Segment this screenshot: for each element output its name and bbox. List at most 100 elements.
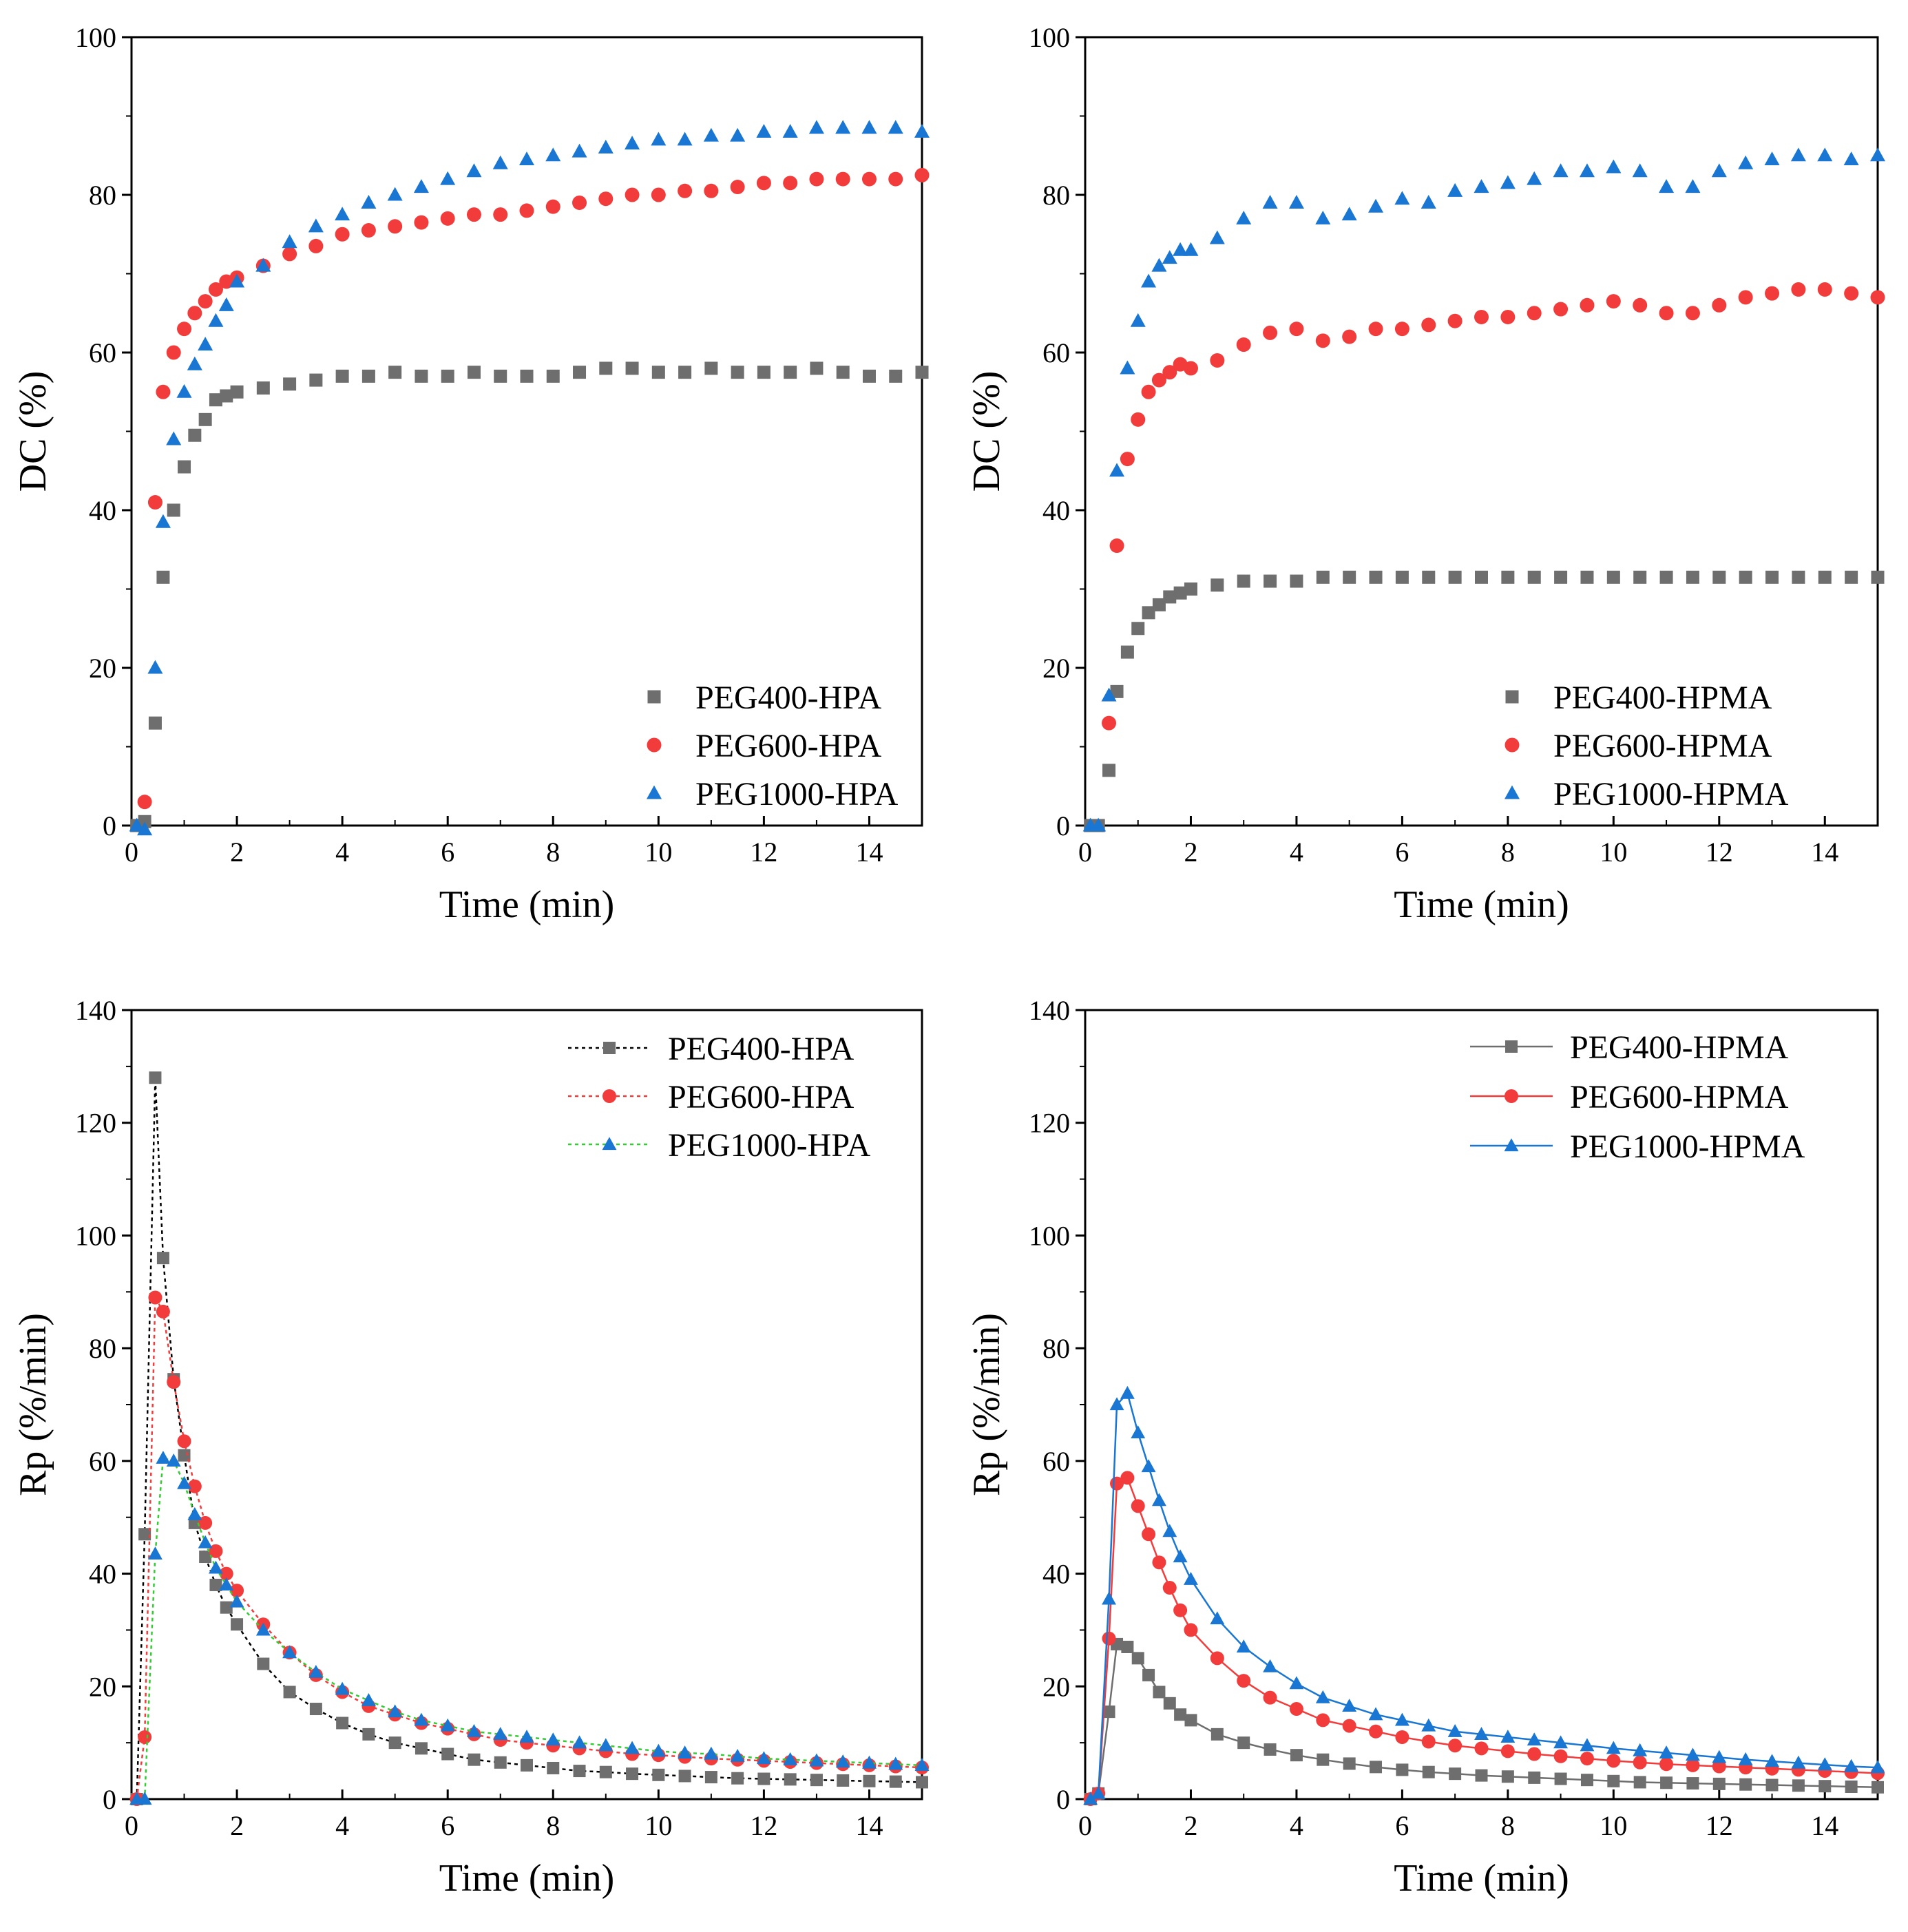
y-tick-label: 0 xyxy=(1056,810,1070,841)
data-point xyxy=(256,381,270,395)
data-point xyxy=(176,384,192,398)
data-point xyxy=(1527,171,1542,185)
y-tick-label: 80 xyxy=(89,1333,116,1364)
data-point xyxy=(156,570,170,584)
data-point xyxy=(1342,329,1357,344)
data-point xyxy=(335,227,350,242)
x-tick-label: 0 xyxy=(1078,837,1092,868)
data-point xyxy=(1173,1549,1188,1563)
data-point xyxy=(703,127,719,142)
x-tick-label: 8 xyxy=(1501,1810,1515,1841)
data-point xyxy=(147,660,163,674)
data-point xyxy=(1083,1792,1098,1805)
data-point xyxy=(730,127,746,142)
y-tick-label: 20 xyxy=(1042,653,1070,684)
data-point xyxy=(1152,1555,1166,1570)
y-axis-title: DC (%) xyxy=(12,371,54,492)
y-tick-label: 40 xyxy=(1042,495,1070,526)
data-point xyxy=(1237,1674,1251,1688)
y-tick-label: 40 xyxy=(1042,1559,1070,1590)
data-point xyxy=(598,1738,614,1752)
data-point xyxy=(914,1758,930,1771)
data-point xyxy=(1130,313,1146,327)
data-point xyxy=(757,1772,770,1785)
x-tick-label: 2 xyxy=(1184,837,1197,868)
data-point xyxy=(1553,1735,1569,1749)
legend-label: PEG400-HPMA xyxy=(1553,680,1772,716)
data-point xyxy=(282,246,297,262)
y-tick-label: 80 xyxy=(89,180,116,211)
data-point xyxy=(1396,1763,1409,1776)
data-point xyxy=(440,1718,455,1732)
data-point xyxy=(1844,1758,1859,1772)
data-point xyxy=(208,282,223,297)
data-point xyxy=(309,1703,322,1716)
data-point xyxy=(1395,570,1409,584)
x-tick-label: 14 xyxy=(1811,837,1838,868)
data-point xyxy=(1369,1724,1383,1739)
data-point xyxy=(861,120,877,134)
data-point xyxy=(494,1756,507,1769)
data-point xyxy=(1091,1786,1106,1799)
data-point xyxy=(166,431,182,445)
series-peg400-hpma xyxy=(1084,1637,1884,1805)
data-point xyxy=(625,187,640,202)
data-point xyxy=(1102,715,1117,731)
legend-label: PEG1000-HPMA xyxy=(1553,776,1789,812)
data-point xyxy=(148,716,162,730)
panel-dc-hpma: 0 2 4 6 8 10 12 14 0 20 40 60 80 100 Time (min) DC (%) P… xyxy=(965,22,1886,926)
data-point xyxy=(1606,159,1622,174)
data-point xyxy=(678,1745,693,1758)
y-tick-label: 100 xyxy=(1029,22,1070,53)
data-point xyxy=(1580,297,1595,313)
y-tick-label: 100 xyxy=(75,22,116,53)
data-point xyxy=(1685,1747,1700,1761)
series-peg1000-hpa xyxy=(129,1450,930,1805)
data-point xyxy=(414,215,429,230)
data-point xyxy=(1447,182,1463,197)
x-tick-label: 0 xyxy=(125,837,138,868)
x-tick-label: 4 xyxy=(335,1810,349,1841)
data-point xyxy=(283,377,297,391)
data-point xyxy=(1343,570,1356,584)
legend-label: PEG400-HPA xyxy=(695,680,882,716)
data-point xyxy=(1765,286,1780,301)
data-point xyxy=(546,369,560,383)
data-point xyxy=(836,366,850,379)
data-point xyxy=(1209,230,1225,244)
data-point xyxy=(187,1506,202,1520)
data-point xyxy=(1474,1741,1489,1756)
data-point xyxy=(1162,1581,1177,1595)
data-point xyxy=(1765,1778,1779,1792)
data-point xyxy=(415,1742,428,1755)
series-line xyxy=(136,1294,923,1800)
data-point xyxy=(1210,353,1225,368)
data-point xyxy=(1790,147,1806,162)
legend-marker xyxy=(647,690,661,704)
data-point xyxy=(861,171,877,187)
legend-label: PEG1000-HPA xyxy=(695,776,899,812)
data-point xyxy=(837,1774,850,1787)
data-point xyxy=(521,1758,533,1772)
data-point xyxy=(137,795,152,810)
data-point xyxy=(1342,1699,1357,1712)
data-point xyxy=(1102,1591,1116,1605)
data-point xyxy=(219,1577,234,1591)
data-point xyxy=(835,171,850,187)
data-point xyxy=(1142,1668,1155,1681)
y-tick-label: 20 xyxy=(1042,1671,1070,1702)
y-tick-label: 100 xyxy=(1029,1220,1070,1251)
data-point xyxy=(1871,570,1885,584)
data-point xyxy=(1632,163,1648,178)
data-point xyxy=(1739,570,1752,584)
data-point xyxy=(187,306,202,321)
data-point xyxy=(147,495,163,510)
data-point xyxy=(809,1753,824,1767)
data-point xyxy=(1368,322,1383,337)
series-peg400-hpa xyxy=(130,361,929,832)
series-peg1000-hpa xyxy=(129,120,930,836)
series-line xyxy=(136,1078,923,1800)
data-point xyxy=(1184,582,1197,596)
data-point xyxy=(519,1730,534,1743)
